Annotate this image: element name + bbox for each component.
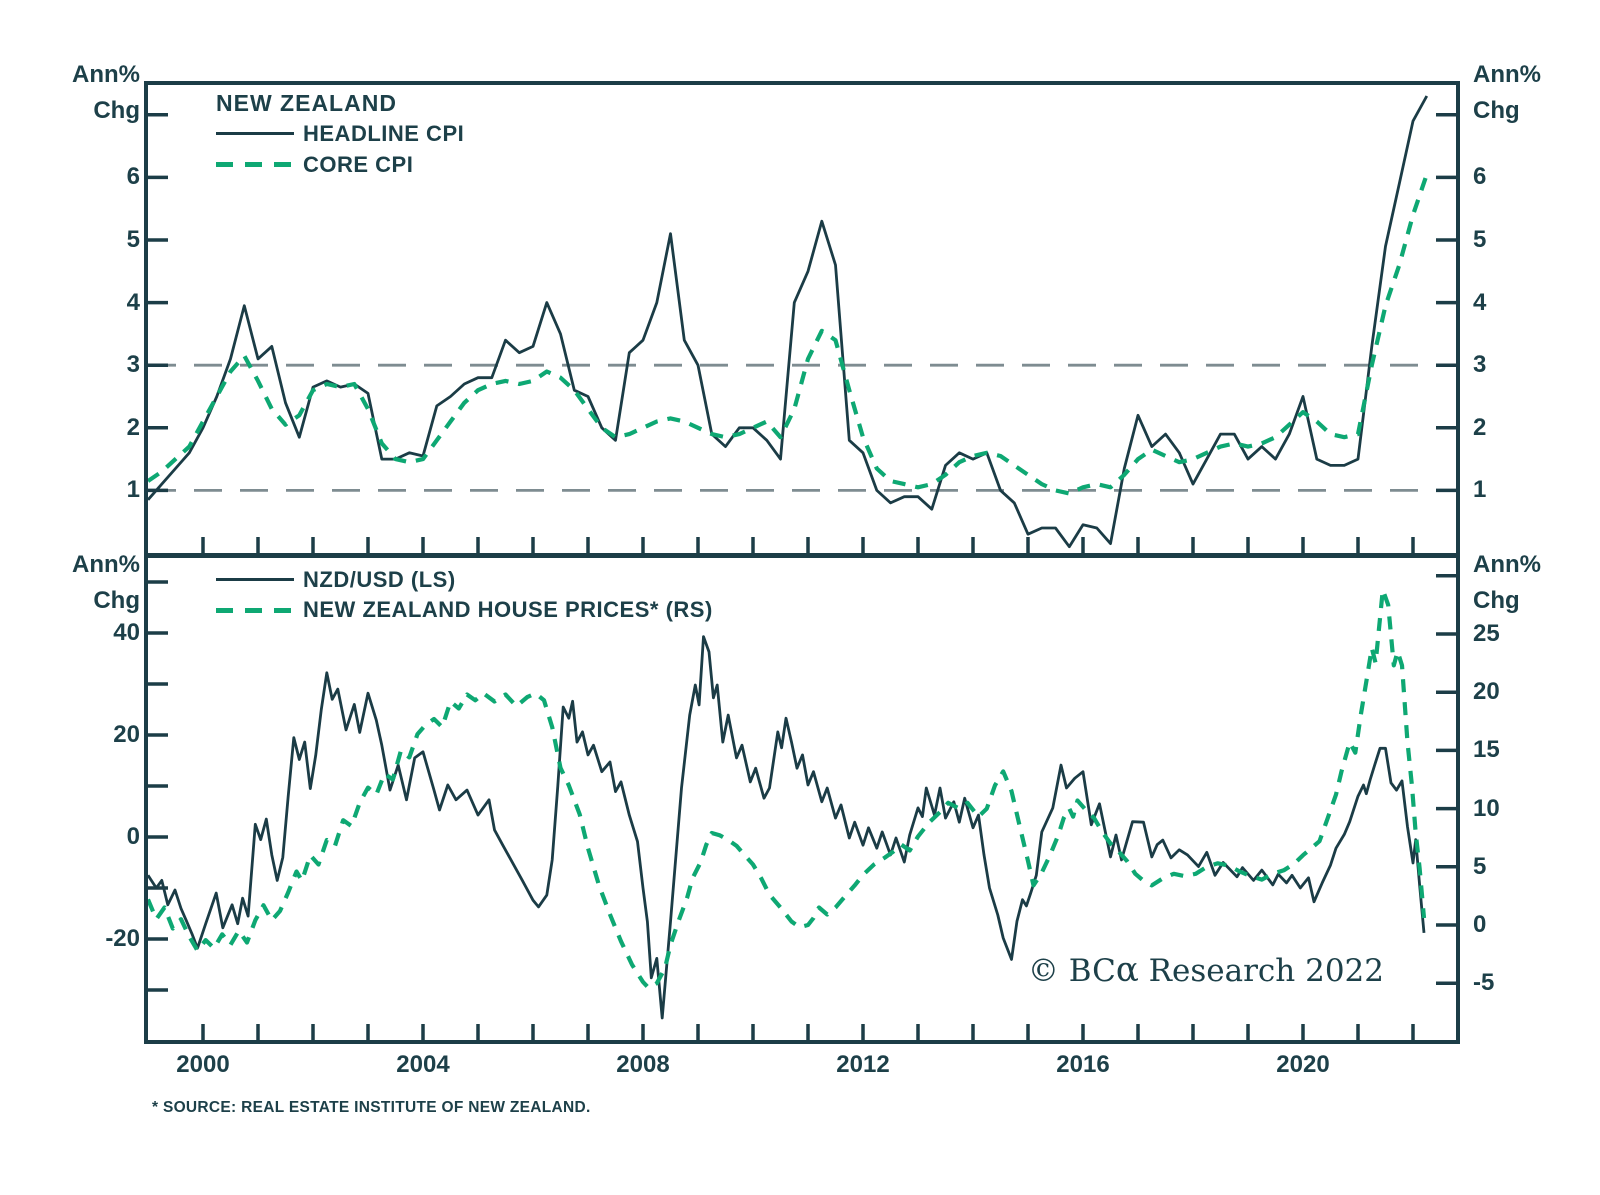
house-y-tick-label-right: -5 bbox=[1473, 969, 1495, 997]
house-y-tick-label-right: 10 bbox=[1473, 794, 1500, 822]
x-axis-year-label: 2020 bbox=[1276, 1051, 1330, 1078]
x-axis-year-label: 2000 bbox=[176, 1051, 230, 1078]
bca-research-logo: © BCα Research 2022 bbox=[1027, 950, 1384, 990]
series-line-headline-cpi bbox=[148, 95, 1429, 549]
cpi-y-tick-label-left: 1 bbox=[126, 476, 140, 504]
cpi-y-tick-label-right: 3 bbox=[1473, 351, 1487, 379]
headline-cpi-line-sample bbox=[216, 132, 294, 135]
house-y-tick-label-right: 15 bbox=[1473, 736, 1500, 764]
cpi-y-tick-label-left: 5 bbox=[126, 226, 140, 253]
house-y-tick-label-right: 25 bbox=[1473, 620, 1500, 647]
alpha-glyph: α bbox=[1115, 950, 1139, 990]
axis-unit-bottom-right-line2: Chg bbox=[1473, 587, 1520, 614]
fx-y-tick-label-left: 0 bbox=[126, 823, 140, 850]
cpi-y-tick-label-right: 2 bbox=[1473, 413, 1487, 441]
series-line-core-cpi bbox=[148, 173, 1429, 496]
cpi-y-tick-label-left: 6 bbox=[126, 163, 140, 191]
axis-unit-bottom-left-line1: Ann% bbox=[72, 551, 140, 578]
legend-label-nzd-usd: NZD/USD (LS) bbox=[303, 567, 456, 592]
source-footnote: * SOURCE: REAL ESTATE INSTITUTE OF NEW Z… bbox=[152, 1099, 591, 1116]
cpi-y-tick-label-right: 5 bbox=[1473, 226, 1487, 253]
chart-title: NEW ZEALAND bbox=[216, 90, 397, 116]
x-axis-year-label: 2016 bbox=[1056, 1051, 1110, 1078]
core-cpi-line-sample bbox=[216, 162, 296, 167]
axis-unit-bottom-left-line2: Chg bbox=[93, 587, 140, 614]
x-axis-year-label: 2004 bbox=[396, 1051, 450, 1078]
x-axis-year-label: 2012 bbox=[836, 1051, 890, 1078]
series-line-new-zealand-house-prices-rs bbox=[148, 587, 1427, 990]
cpi-y-tick-label-right: 6 bbox=[1473, 163, 1487, 191]
fx-y-tick-label-left: 20 bbox=[113, 721, 140, 748]
cpi-y-tick-label-left: 3 bbox=[126, 351, 140, 379]
axis-unit-top-left-line1: Ann% bbox=[72, 61, 140, 88]
cpi-chart-plot bbox=[148, 95, 1456, 553]
nzd-usd-line-sample bbox=[216, 578, 294, 581]
house-y-tick-label-right: 20 bbox=[1473, 678, 1500, 706]
axis-unit-top-right-line2: Chg bbox=[1473, 97, 1520, 124]
legend-label-headline-cpi: HEADLINE CPI bbox=[303, 121, 465, 146]
legend-label-core-cpi: CORE CPI bbox=[303, 152, 414, 177]
cpi-y-tick-label-left: 2 bbox=[126, 413, 140, 441]
fx-housing-chart-plot bbox=[148, 574, 1456, 1040]
fx-housing-panel-frame bbox=[144, 554, 1460, 1044]
cpi-y-tick-label-left: 4 bbox=[126, 288, 140, 316]
cpi-y-tick-label-right: 4 bbox=[1473, 288, 1487, 316]
fx-y-tick-label-left: -20 bbox=[105, 925, 140, 952]
fx-y-tick-label-left: 40 bbox=[113, 619, 140, 646]
axis-unit-top-left-line2: Chg bbox=[93, 97, 140, 124]
series-line-nzd-usd-ls bbox=[148, 635, 1426, 1020]
x-axis-year-label: 2008 bbox=[616, 1051, 670, 1078]
house-y-tick-label-right: 5 bbox=[1473, 852, 1487, 880]
axis-unit-bottom-right-line1: Ann% bbox=[1473, 551, 1541, 578]
house-y-tick-label-right: 0 bbox=[1473, 911, 1487, 938]
cpi-y-tick-label-right: 1 bbox=[1473, 476, 1487, 504]
legend-label-house-prices: NEW ZEALAND HOUSE PRICES* (RS) bbox=[303, 597, 713, 622]
house-prices-line-sample bbox=[216, 608, 296, 613]
axis-unit-top-right-line1: Ann% bbox=[1473, 61, 1541, 88]
